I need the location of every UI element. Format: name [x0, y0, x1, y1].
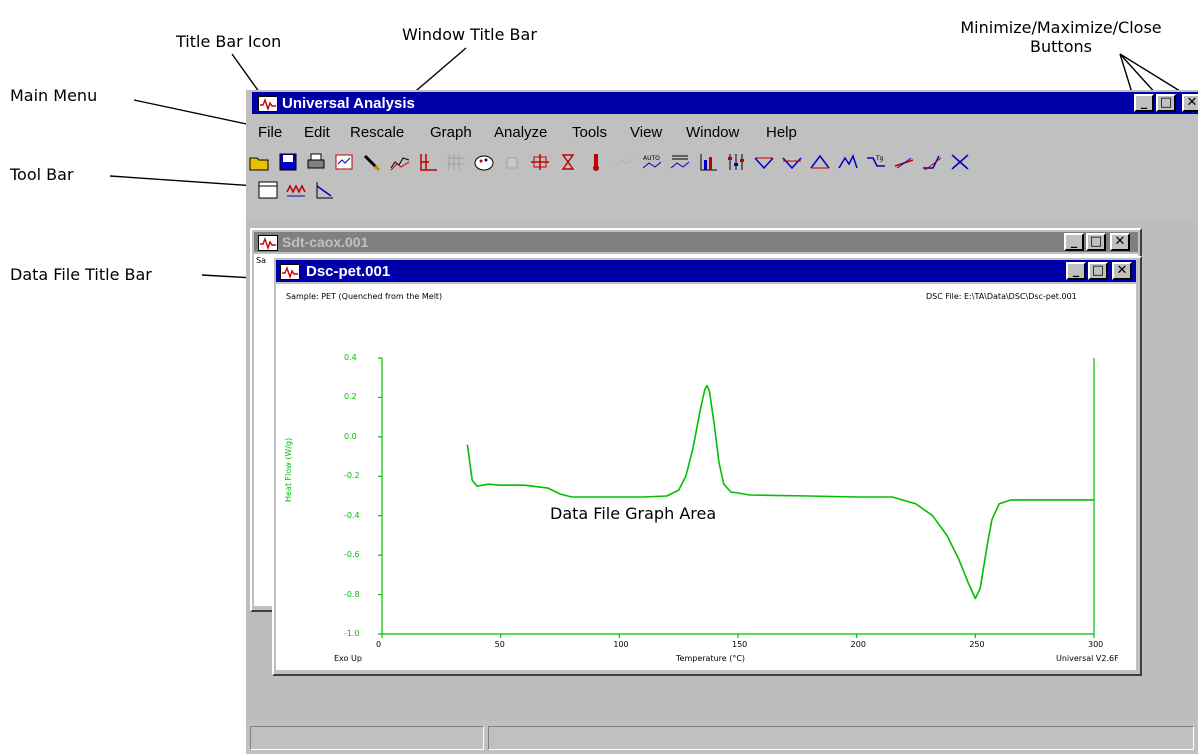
- data-file-window-front[interactable]: Dsc-pet.001 _ □ ✕ Sample: PET (Quenched …: [272, 256, 1142, 676]
- back-maximize-button[interactable]: □: [1086, 233, 1106, 251]
- cross-arrows-icon[interactable]: [528, 150, 552, 174]
- open-folder-icon[interactable]: [248, 150, 272, 174]
- y-tick-label: -0.2: [344, 471, 360, 480]
- callout-min-max-close-line2: Buttons: [930, 37, 1192, 56]
- waveform-icon[interactable]: [284, 178, 308, 202]
- mdi-client-area: Sdt-caox.001 _ □ ✕ Sa Dsc-pet.001 _ □ ✕ …: [246, 222, 1198, 722]
- tg-icon[interactable]: Tg: [864, 150, 888, 174]
- leader-window-title-bar: [410, 48, 466, 96]
- x-tick-label: 200: [851, 640, 866, 649]
- tangent-icon[interactable]: [892, 150, 916, 174]
- data-file-title-icon[interactable]: [280, 264, 300, 280]
- data-file-graph-area[interactable]: Sample: PET (Quenched from the Melt) DSC…: [276, 284, 1136, 670]
- color-palette-icon[interactable]: [472, 150, 496, 174]
- sliders-icon[interactable]: [724, 150, 748, 174]
- back-window-title-icon[interactable]: [258, 235, 278, 251]
- callout-main-menu: Main Menu: [10, 86, 97, 105]
- peak-down-2-icon[interactable]: [780, 150, 804, 174]
- callout-tool-bar: Tool Bar: [10, 165, 74, 184]
- data-file-title-text: Dsc-pet.001: [306, 263, 390, 280]
- data-file-title-bar[interactable]: Dsc-pet.001 _ □ ✕: [276, 260, 1136, 282]
- status-pane-left: [250, 726, 484, 750]
- plot-icon[interactable]: [312, 178, 336, 202]
- leader-tool-bar: [110, 176, 256, 186]
- x-tick-label: 100: [613, 640, 628, 649]
- status-bar: [246, 722, 1198, 754]
- callout-window-title-bar: Window Title Bar: [402, 25, 537, 44]
- y-tick-label: -0.8: [344, 590, 360, 599]
- leader-main-menu: [134, 100, 256, 126]
- auto-scale-icon[interactable]: AUTO: [640, 150, 664, 174]
- application-window: Universal Analysis _ □ ✕ File Edit Resca…: [246, 90, 1198, 754]
- bar-graph-icon[interactable]: [696, 150, 720, 174]
- callout-title-bar-icon: Title Bar Icon: [176, 32, 281, 51]
- back-window-title-text: Sdt-caox.001: [282, 234, 368, 250]
- back-window-label-fragment: Sa: [256, 256, 266, 265]
- cross-icon[interactable]: [948, 150, 972, 174]
- svg-text:AUTO: AUTO: [643, 155, 660, 162]
- close-button[interactable]: ✕: [1182, 94, 1198, 112]
- menu-analyze[interactable]: Analyze: [494, 124, 547, 141]
- window-title-text: Universal Analysis: [282, 95, 415, 112]
- hourglass-icon[interactable]: [556, 150, 580, 174]
- peak-up-icon[interactable]: [808, 150, 832, 174]
- data-minimize-button[interactable]: _: [1066, 262, 1086, 280]
- save-disk-icon[interactable]: [276, 150, 300, 174]
- callout-data-file-title-bar: Data File Title Bar: [10, 265, 152, 284]
- status-pane-right: [488, 726, 1194, 750]
- x-tick-label: 250: [969, 640, 984, 649]
- y-tick-label: 0.4: [344, 353, 357, 362]
- print-preview-icon[interactable]: [332, 150, 356, 174]
- y-tick-label: 0.2: [344, 392, 357, 401]
- y-tick-label: -0.4: [344, 511, 360, 520]
- minimize-button[interactable]: _: [1134, 94, 1154, 112]
- onset-icon[interactable]: [920, 150, 944, 174]
- table-icon[interactable]: [256, 178, 280, 202]
- tick-label-layer: 0.4 0.2 0.0 -0.2 -0.4 -0.6 -0.8 -1.0 0 50 100 150 20…: [276, 284, 1136, 670]
- back-close-button[interactable]: ✕: [1110, 233, 1130, 251]
- x-tick-label: 300: [1088, 640, 1103, 649]
- menu-help[interactable]: Help: [766, 124, 797, 141]
- menu-view[interactable]: View: [630, 124, 662, 141]
- main-menu: File Edit Rescale Graph Analyze Tools Vi…: [246, 116, 1198, 148]
- menu-rescale[interactable]: Rescale: [350, 124, 404, 141]
- y-tick-label: -0.6: [344, 550, 360, 559]
- axes-icon[interactable]: [416, 150, 440, 174]
- callout-min-max-close: Minimize/Maximize/Close Buttons: [930, 18, 1192, 56]
- tool-bar: AUTO Tg: [246, 148, 1198, 222]
- menu-graph[interactable]: Graph: [430, 124, 472, 141]
- back-window-title-bar[interactable]: Sdt-caox.001 _ □ ✕: [254, 232, 1138, 252]
- y-tick-label: -1.0: [344, 629, 360, 638]
- grid-icon[interactable]: [444, 150, 468, 174]
- x-tick-label: 0: [376, 640, 381, 649]
- app-title-icon[interactable]: [258, 96, 278, 112]
- y-tick-label: 0.0: [344, 432, 357, 441]
- svg-text:Tg: Tg: [875, 155, 884, 162]
- thermometer-icon[interactable]: [584, 150, 608, 174]
- menu-edit[interactable]: Edit: [304, 124, 330, 141]
- peak-down-icon[interactable]: [752, 150, 776, 174]
- callout-min-max-close-line1: Minimize/Maximize/Close: [930, 18, 1192, 37]
- menu-file[interactable]: File: [258, 124, 282, 141]
- menu-window[interactable]: Window: [686, 124, 739, 141]
- maximize-button[interactable]: □: [1156, 94, 1176, 112]
- data-close-button[interactable]: ✕: [1112, 262, 1132, 280]
- disabled-icon[interactable]: [500, 150, 524, 174]
- list-curve-icon[interactable]: [668, 150, 692, 174]
- overlay-icon[interactable]: [388, 150, 412, 174]
- window-title-bar[interactable]: Universal Analysis _ □ ✕: [252, 92, 1198, 114]
- disabled-curve-icon[interactable]: [612, 150, 636, 174]
- x-tick-label: 50: [495, 640, 505, 649]
- print-icon[interactable]: [304, 150, 328, 174]
- x-tick-label: 150: [732, 640, 747, 649]
- back-minimize-button[interactable]: _: [1064, 233, 1084, 251]
- peak-up-2-icon[interactable]: [836, 150, 860, 174]
- data-maximize-button[interactable]: □: [1088, 262, 1108, 280]
- menu-tools[interactable]: Tools: [572, 124, 607, 141]
- pencil-icon[interactable]: [360, 150, 384, 174]
